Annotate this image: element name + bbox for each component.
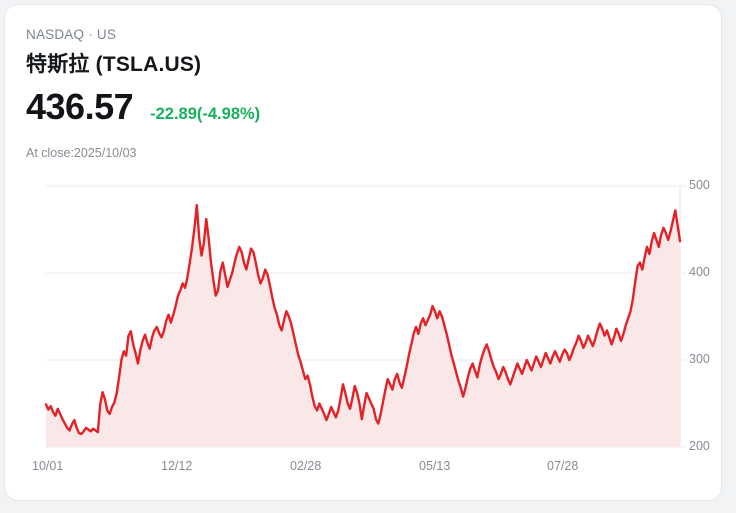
x-axis-label: 02/28 bbox=[290, 459, 322, 473]
x-axis-label: 07/28 bbox=[547, 459, 579, 473]
quote-row: 436.57 -22.89(-4.98%) bbox=[26, 89, 260, 125]
y-axis-label: 200 bbox=[689, 439, 710, 453]
chart-area-fill bbox=[46, 205, 680, 447]
current-price: 436.57 bbox=[26, 86, 134, 127]
page-title: 特斯拉 (TSLA.US) bbox=[26, 53, 202, 76]
exchange-label: NASDAQ bbox=[26, 27, 85, 42]
chart-line bbox=[44, 203, 682, 436]
exchange-row: NASDAQ · US bbox=[26, 27, 116, 42]
separator-dot: · bbox=[88, 27, 93, 42]
market-status-note: At close:2025/10/03 bbox=[26, 146, 137, 160]
price-chart-svg bbox=[44, 185, 686, 448]
stock-quote-card: NASDAQ · US 特斯拉 (TSLA.US) 436.57 -22.89(-4… bbox=[4, 4, 722, 501]
y-axis-label: 400 bbox=[689, 265, 710, 279]
price-chart[interactable] bbox=[5, 165, 721, 485]
x-axis-label: 10/01 bbox=[32, 459, 64, 473]
x-axis-label: 05/13 bbox=[419, 459, 451, 473]
region-label: US bbox=[96, 27, 117, 42]
price-change: -22.89(-4.98%) bbox=[150, 105, 261, 123]
x-axis-label: 12/12 bbox=[161, 459, 193, 473]
y-axis-label: 300 bbox=[689, 352, 710, 366]
y-axis-label: 500 bbox=[689, 178, 710, 192]
